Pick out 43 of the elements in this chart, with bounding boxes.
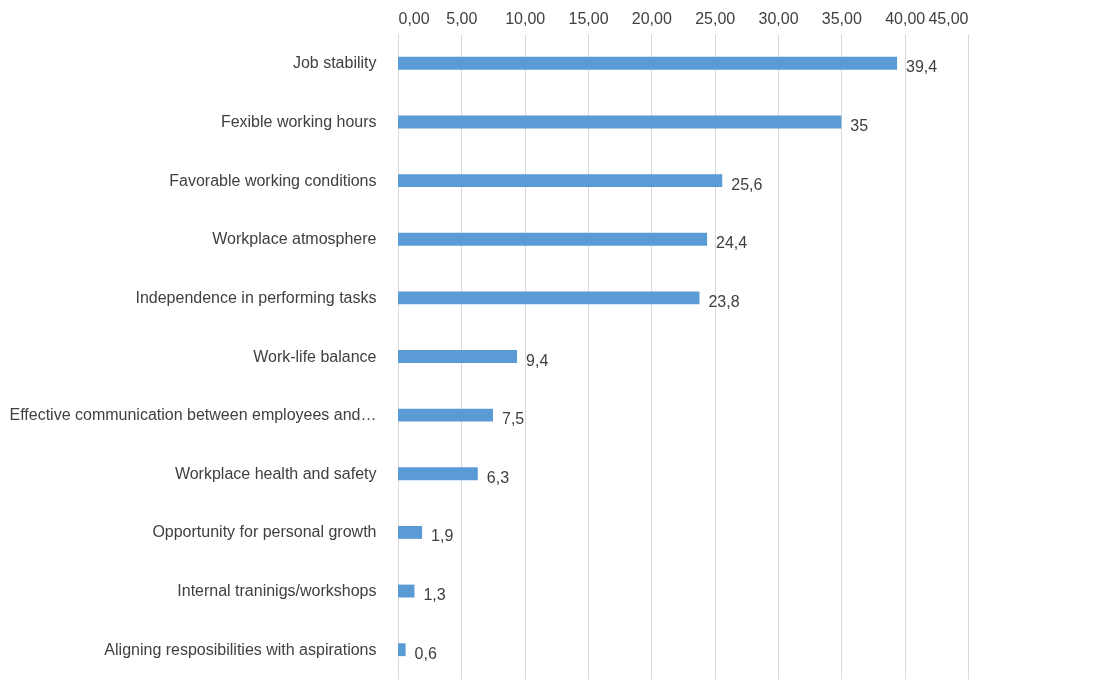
y-tick-label: Workplace atmosphere: [212, 230, 377, 248]
bar: [398, 232, 708, 246]
bar: [398, 408, 493, 422]
y-tick-label: Effective communication between employees and…: [9, 406, 377, 424]
y-tick-label: Favorable working conditions: [169, 171, 377, 189]
y-tick-label: Independence in performing tasks: [135, 288, 377, 306]
data-label: 9,4: [526, 351, 549, 369]
bar: [398, 174, 723, 188]
bar: [398, 291, 700, 305]
x-tick-label: 30,00: [758, 9, 799, 27]
data-label: 1,9: [431, 527, 454, 545]
y-tick-label: Opportunity for personal growth: [152, 523, 377, 541]
data-label: 7,5: [502, 410, 525, 428]
x-tick-label: 35,00: [821, 9, 862, 27]
data-label: 24,4: [716, 234, 748, 252]
x-tick-label: 20,00: [631, 9, 672, 27]
bar: [398, 115, 842, 129]
x-tick-label: 25,00: [695, 9, 736, 27]
data-label: 23,8: [708, 292, 740, 310]
data-label: 25,6: [731, 175, 763, 193]
bar: [398, 525, 423, 539]
y-tick-label: Work-life balance: [253, 347, 377, 365]
bar: [398, 643, 406, 657]
bar: [398, 350, 518, 363]
y-tick-label: Workplace health and safety: [174, 464, 377, 482]
data-label: 1,3: [423, 586, 446, 604]
x-tick-label: 5,00: [446, 9, 478, 27]
x-tick-label: 45,00: [928, 9, 969, 27]
x-tick-label: 15,00: [568, 9, 609, 27]
y-tick-label: Internal traninigs/workshops: [177, 582, 377, 600]
x-tick-label: 0,00: [398, 9, 430, 27]
y-tick-label: Aligning resposibilities with aspirations: [104, 640, 377, 658]
bar: [398, 467, 478, 481]
bar: [398, 584, 415, 598]
x-tick-label: 40,00: [885, 9, 926, 27]
y-tick-label: Job stability: [292, 54, 377, 72]
bar: [398, 56, 898, 70]
data-label: 0,6: [414, 644, 437, 662]
y-tick-label: Fexible working hours: [220, 112, 377, 130]
data-label: 39,4: [906, 58, 938, 76]
data-label: 35: [850, 116, 869, 134]
x-tick-label: 10,00: [505, 9, 546, 27]
data-label: 6,3: [486, 468, 510, 486]
